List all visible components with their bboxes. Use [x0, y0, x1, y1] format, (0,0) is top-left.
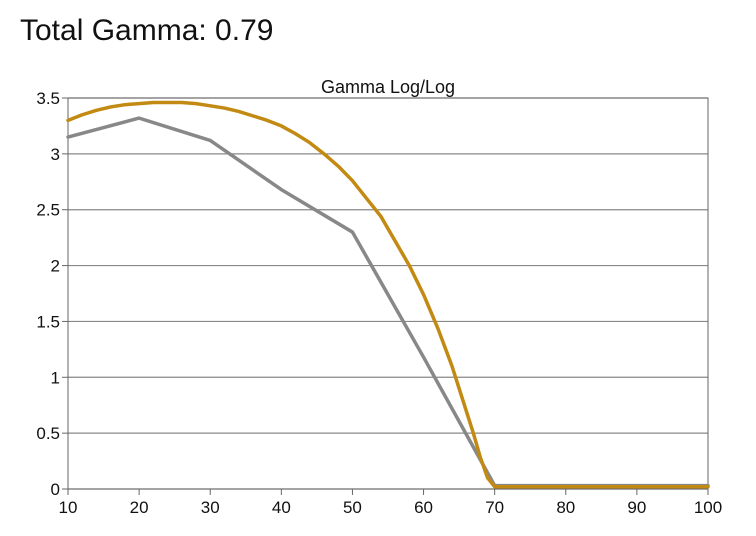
- y-tick-label: 0.5: [36, 424, 60, 443]
- y-tick-label: 3.5: [36, 89, 60, 108]
- plot-frame: [67, 97, 709, 490]
- x-tick-label: 90: [627, 498, 646, 517]
- x-tick-label: 80: [556, 498, 575, 517]
- x-tick-label: 50: [343, 498, 362, 517]
- x-tick-label: 20: [130, 498, 149, 517]
- x-tick-label: 40: [272, 498, 291, 517]
- y-tick-label: 1: [51, 368, 60, 387]
- x-tick-label: 70: [485, 498, 504, 517]
- page-title: Total Gamma: 0.79: [20, 14, 274, 47]
- x-tick-label: 30: [201, 498, 220, 517]
- y-tick-label: 1.5: [36, 312, 60, 331]
- x-tick-label: 10: [59, 498, 78, 517]
- measured-gamma-line: [66, 100, 710, 489]
- y-tick-label: 2.5: [36, 201, 60, 220]
- y-tick-label: 0: [51, 480, 60, 499]
- y-axis-ticks: 0 0.5 1 1.5 2 2.5 3 3.5: [36, 89, 68, 499]
- series-lines: [66, 100, 710, 489]
- reference-gamma-line: [66, 116, 710, 488]
- x-axis-ticks: 10 20 30 40 50 60 70 80 90 100: [59, 489, 722, 517]
- y-tick-label: 2: [51, 257, 60, 276]
- x-tick-label: 60: [414, 498, 433, 517]
- y-tick-label: 3: [51, 145, 60, 164]
- x-tick-label: 100: [694, 498, 722, 517]
- chart-title: Gamma Log/Log: [321, 77, 455, 97]
